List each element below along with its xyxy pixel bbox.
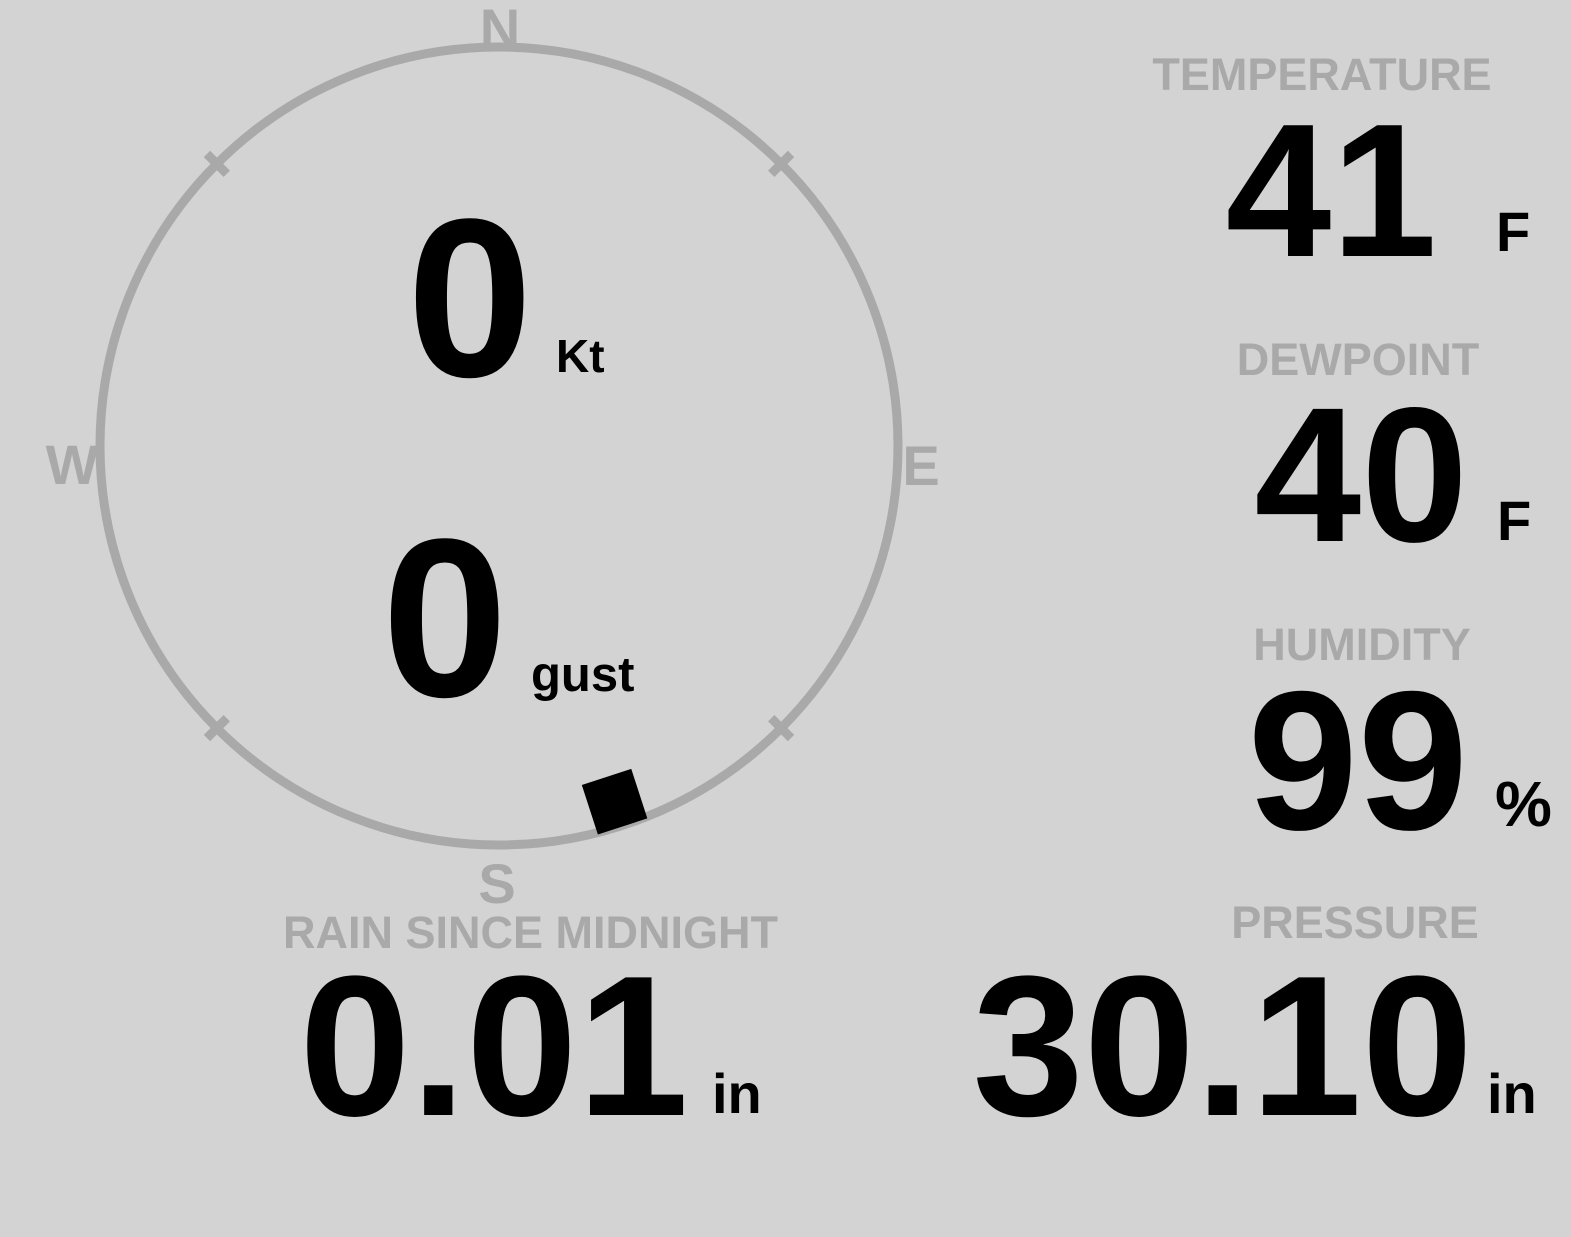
rain-unit: in <box>712 1062 762 1125</box>
compass-tick-ne <box>768 150 795 177</box>
rain-label: RAIN SINCE MIDNIGHT <box>283 907 778 958</box>
wind-gust-value: 0 <box>382 491 508 744</box>
compass-ring <box>95 42 903 850</box>
compass-label-east: E <box>902 434 940 497</box>
pressure-unit: in <box>1487 1062 1537 1125</box>
wind-speed-unit: Kt <box>556 330 605 382</box>
compass-tick-sw <box>203 715 230 742</box>
rain-value: 0.01 <box>299 935 689 1158</box>
pressure-value: 30.10 <box>972 935 1474 1158</box>
compass-tick-nw <box>203 150 230 177</box>
compass-tick-se <box>768 715 795 742</box>
compass-label-south: S <box>478 852 516 915</box>
humidity-label: HUMIDITY <box>1253 619 1471 670</box>
temperature-label: TEMPERATURE <box>1152 49 1492 100</box>
humidity-unit: % <box>1495 768 1552 840</box>
wind-gust-unit: gust <box>531 648 635 702</box>
compass-label-north: N <box>479 0 521 60</box>
compass-intercardinal-ticks <box>203 150 795 742</box>
dewpoint-label: DEWPOINT <box>1236 334 1480 385</box>
dewpoint-unit: F <box>1497 489 1532 552</box>
wind-speed-value: 0 <box>407 171 533 424</box>
temperature-value: 41 <box>1225 85 1437 297</box>
wind-direction-marker <box>581 768 648 835</box>
compass-label-west: W <box>45 433 99 496</box>
pressure-label: PRESSURE <box>1231 897 1479 948</box>
temperature-unit: F <box>1496 200 1531 263</box>
dewpoint-value: 40 <box>1254 367 1468 582</box>
humidity-value: 99 <box>1247 650 1468 871</box>
